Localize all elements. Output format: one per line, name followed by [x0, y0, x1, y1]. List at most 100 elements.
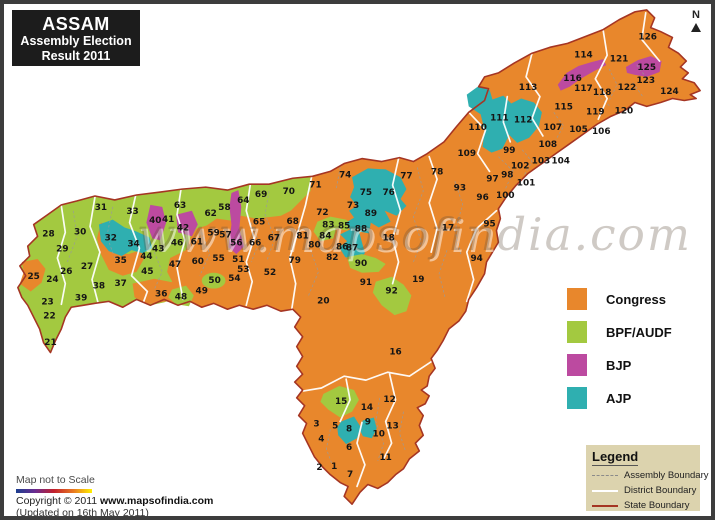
constituency-label-68: 68: [287, 217, 299, 227]
north-arrow-icon: [691, 23, 701, 32]
constituency-label-55: 55: [212, 254, 224, 264]
constituency-label-70: 70: [283, 187, 295, 197]
congress-swatch: [567, 288, 587, 310]
constituency-label-123: 123: [636, 76, 655, 86]
constituency-label-103: 103: [532, 157, 551, 167]
constituency-label-109: 109: [457, 149, 476, 159]
constituency-label-57: 57: [219, 231, 231, 241]
constituency-label-78: 78: [431, 168, 443, 178]
constituency-label-120: 120: [615, 107, 634, 117]
constituency-label-113: 113: [519, 83, 538, 93]
constituency-label-99: 99: [503, 146, 515, 156]
constituency-label-76: 76: [382, 188, 394, 198]
page-title: ASSAM: [42, 14, 110, 34]
party-legend-row-ajp: AJP: [567, 387, 672, 409]
constituency-label-102: 102: [511, 162, 530, 172]
constituency-label-71: 71: [309, 180, 321, 190]
constituency-label-98: 98: [501, 171, 513, 181]
constituency-label-36: 36: [155, 290, 167, 300]
constituency-label-54: 54: [228, 274, 240, 284]
constituency-label-20: 20: [317, 297, 329, 307]
constituency-label-126: 126: [638, 33, 657, 43]
constituency-label-114: 114: [574, 50, 593, 60]
region-ajp-central: [339, 168, 407, 261]
constituency-label-110: 110: [468, 123, 487, 133]
constituency-label-17: 17: [442, 224, 454, 234]
copyright-site: www.mapsofindia.com: [100, 494, 214, 507]
constituency-label-49: 49: [196, 287, 208, 297]
north-indicator: N: [687, 10, 705, 32]
region-bpf-83-85: [313, 216, 353, 242]
constituency-label-22: 22: [43, 311, 55, 321]
constituency-label-66: 66: [249, 238, 261, 248]
constituency-label-42: 42: [177, 224, 189, 234]
constituency-label-61: 61: [191, 237, 203, 247]
constituency-label-82: 82: [326, 253, 338, 263]
region-bpf-48: [168, 285, 194, 307]
state-boundary-sample: [592, 504, 618, 507]
constituency-label-30: 30: [74, 228, 86, 238]
constituency-label-51: 51: [232, 255, 244, 265]
constituency-label-7: 7: [347, 470, 353, 480]
page-subtitle-2: Result 2011: [41, 49, 111, 63]
constituency-label-74: 74: [339, 171, 351, 181]
assembly-boundary-lines: [66, 64, 650, 465]
constituency-label-3: 3: [313, 420, 319, 430]
region-bjp-125: [625, 56, 662, 77]
constituency-label-25: 25: [27, 272, 39, 282]
ajp-label: AJP: [606, 390, 632, 406]
assembly-boundary-label: Assembly Boundary: [624, 470, 709, 481]
constituency-label-105: 105: [569, 125, 588, 135]
constituency-label-53: 53: [237, 265, 249, 275]
party-legend: Congress BPF/AUDF BJP AJP: [567, 288, 672, 420]
constituency-label-5: 5: [332, 422, 338, 432]
region-bpf-90: [347, 254, 386, 273]
constituency-label-111: 111: [490, 113, 509, 123]
constituency-label-104: 104: [551, 157, 570, 167]
district-boundary-label: District Boundary: [624, 485, 697, 496]
party-legend-row-congress: Congress: [567, 288, 672, 310]
party-legend-row-bpf-audf: BPF/AUDF: [567, 321, 672, 343]
constituency-label-56: 56: [230, 238, 242, 248]
constituency-label-8: 8: [346, 425, 352, 435]
constituency-label-33: 33: [126, 207, 138, 217]
constituency-label-89: 89: [365, 209, 377, 219]
constituency-label-9: 9: [365, 418, 371, 428]
region-bjp-40: [146, 204, 167, 241]
constituency-label-91: 91: [360, 278, 372, 288]
constituency-label-88: 88: [355, 225, 367, 235]
footer: Map not to Scale Copyright © 2011 www.ma…: [16, 474, 214, 516]
constituency-label-80: 80: [308, 240, 320, 250]
constituency-label-16: 16: [389, 348, 401, 358]
constituency-label-77: 77: [400, 171, 412, 181]
constituency-label-116: 116: [563, 74, 582, 84]
page-subtitle-1: Assembly Election: [20, 34, 132, 48]
constituency-label-4: 4: [318, 434, 324, 444]
constituency-label-21: 21: [44, 338, 56, 348]
watermark-highlight: www.mapsofindia.com: [139, 210, 694, 263]
constituency-label-32: 32: [105, 234, 117, 244]
constituency-label-84: 84: [319, 232, 331, 242]
constituency-label-1: 1: [331, 462, 337, 472]
constituency-label-2: 2: [316, 463, 322, 473]
constituency-label-107: 107: [544, 123, 563, 133]
constituency-label-92: 92: [385, 287, 397, 297]
assembly-boundary-sample: [592, 475, 618, 476]
constituency-label-31: 31: [95, 203, 107, 213]
boundary-legend-title: Legend: [592, 449, 639, 466]
constituency-label-50: 50: [208, 276, 220, 286]
constituency-label-11: 11: [379, 453, 391, 463]
bjp-swatch: [567, 354, 587, 376]
constituency-label-23: 23: [41, 298, 53, 308]
constituency-label-97: 97: [486, 174, 498, 184]
constituency-label-67: 67: [268, 234, 280, 244]
constituency-label-75: 75: [360, 188, 372, 198]
constituency-label-59: 59: [207, 229, 219, 239]
constituency-label-44: 44: [140, 252, 152, 262]
constituency-label-63: 63: [174, 201, 186, 211]
scale-note: Map not to Scale: [16, 474, 95, 486]
constituency-label-35: 35: [114, 256, 126, 266]
ajp-swatch: [567, 387, 587, 409]
party-legend-row-bjp: BJP: [567, 354, 672, 376]
constituency-label-41: 41: [162, 215, 174, 225]
